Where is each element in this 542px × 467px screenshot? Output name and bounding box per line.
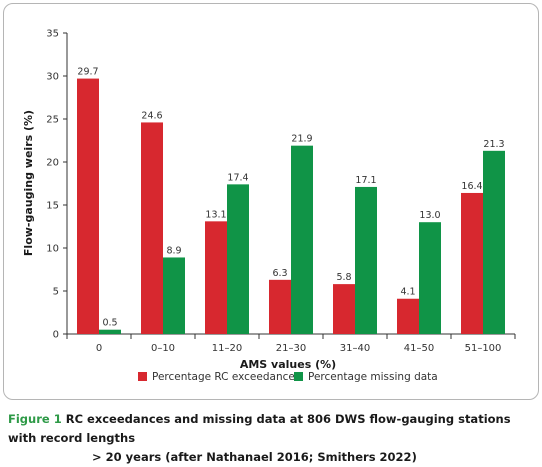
bar [99, 329, 121, 334]
caption-text-line2: > 20 years (after Nathanael 2016; Smithe… [92, 450, 417, 464]
y-tick-label: 5 [53, 287, 59, 298]
data-label: 17.1 [355, 175, 376, 186]
data-label: 24.6 [141, 110, 162, 121]
data-label: 13.0 [419, 210, 440, 221]
data-label: 8.9 [166, 245, 181, 256]
data-label: 16.4 [461, 181, 482, 192]
bar [419, 222, 441, 334]
x-tick-label: 11–20 [212, 343, 242, 354]
bar [333, 284, 355, 334]
bar [205, 221, 227, 334]
legend-swatch [138, 372, 147, 381]
data-label: 4.1 [400, 287, 415, 298]
bar [163, 257, 185, 334]
figure-label: Figure 1 [8, 412, 62, 426]
data-label: 21.3 [483, 139, 504, 150]
bar [269, 279, 291, 334]
bar-chart: Flow-gauging weirs (%) AMS values (%) 0 5… [22, 29, 516, 383]
data-label: 13.1 [205, 209, 226, 220]
data-label: 21.9 [291, 134, 312, 145]
data-label: 5.8 [336, 272, 351, 283]
bar [461, 192, 483, 334]
y-tick-label: 25 [46, 115, 59, 126]
x-tick-label: 41–50 [404, 343, 434, 354]
bar [397, 298, 419, 334]
y-tick-label: 15 [46, 201, 59, 212]
y-tick-label: 20 [46, 158, 59, 169]
x-tick-label: 21–30 [276, 343, 306, 354]
x-tick-label: 51–100 [465, 343, 502, 354]
x-axis-label: AMS values (%) [240, 358, 336, 371]
y-tick-label: 0 [53, 330, 59, 341]
data-label: 17.4 [227, 172, 248, 183]
legend: Percentage RC exceedance Percentage missi… [138, 371, 438, 383]
x-tick-label: 0–10 [151, 343, 175, 354]
x-tick-label: 0 [96, 343, 102, 354]
bar [141, 122, 163, 334]
y-axis-label: Flow-gauging weirs (%) [22, 110, 35, 256]
y-tick-label: 10 [46, 244, 59, 255]
figure-caption: Figure 1 RC exceedances and missing data… [8, 410, 536, 467]
data-label: 29.7 [77, 67, 98, 78]
bar [227, 184, 249, 334]
bar [77, 78, 99, 334]
legend-label: Percentage missing data [308, 371, 438, 383]
bar [355, 186, 377, 334]
bar [483, 150, 505, 334]
legend-label: Percentage RC exceedance [152, 371, 295, 383]
bar [291, 145, 313, 334]
x-tick-label: 31–40 [340, 343, 370, 354]
y-tick-label: 35 [46, 29, 59, 40]
caption-text-line1: RC exceedances and missing data at 806 D… [8, 412, 511, 445]
data-label: 6.3 [272, 268, 287, 279]
y-tick-label: 30 [46, 72, 59, 83]
legend-swatch [294, 372, 303, 381]
data-label: 0.5 [102, 318, 117, 329]
